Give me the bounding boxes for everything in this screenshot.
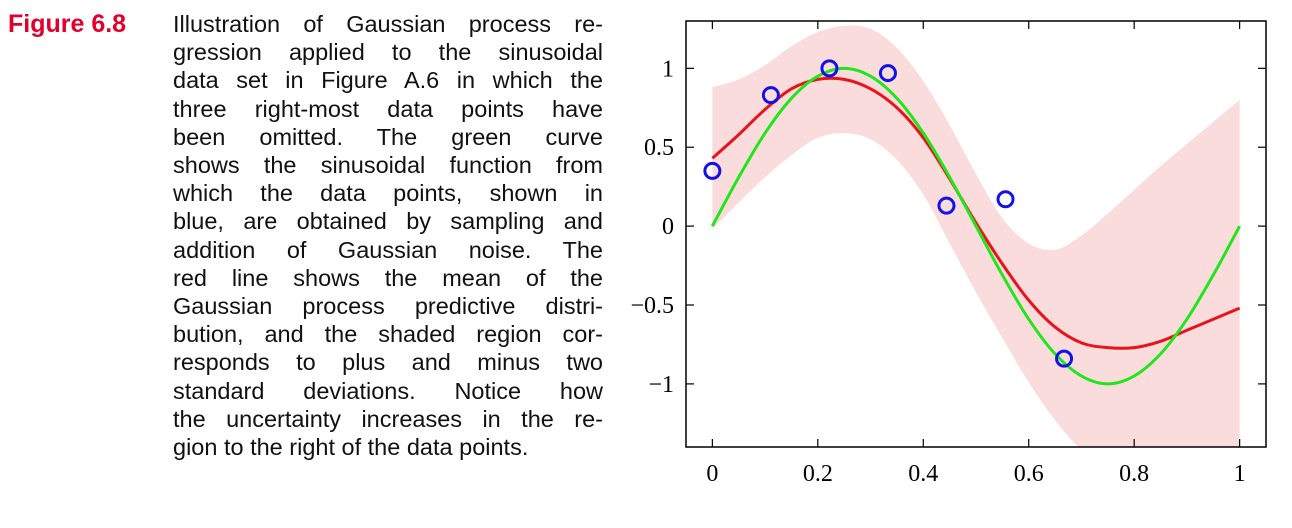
caption-line: red line shows the mean of the	[173, 264, 603, 291]
uncertainty-band	[712, 25, 1240, 447]
caption-line: data set in Figure A.6 in which the	[173, 67, 603, 94]
axes-frame	[685, 20, 1267, 448]
data-point	[937, 196, 956, 215]
caption-line: gion to the right of the data points.	[173, 434, 529, 461]
x-tick-label: 0.6	[1014, 461, 1044, 487]
x-tick-label: 1	[1234, 461, 1246, 487]
caption-line: Illustration of Gaussian process re-	[173, 11, 603, 37]
x-tick-label: 0.4	[908, 461, 938, 487]
data-point	[820, 59, 839, 78]
data-point	[878, 64, 897, 83]
gp-regression-chart: 0 0.2 0.4 0.6 0.8 1 1 0.5 0 −0.5 −1	[630, 20, 1267, 487]
caption-line: been omitted. The green curve	[173, 123, 603, 150]
caption-line: blue, are obtained by sampling and	[173, 208, 603, 235]
y-tick-label: −1	[648, 372, 674, 398]
data-point	[703, 161, 722, 180]
x-tick-label: 0.8	[1119, 461, 1149, 487]
caption-line: shows the sinusoidal function from	[173, 152, 603, 179]
y-tick-label: 0.5	[644, 135, 674, 161]
true-function-line	[711, 66, 1241, 386]
chart-container: 0 0.2 0.4 0.6 0.8 1 1 0.5 0 −0.5 −1	[612, 0, 1292, 528]
x-tick-label: 0.2	[803, 461, 833, 487]
y-tick-label: 0	[662, 214, 674, 240]
x-tick-label: 0	[706, 461, 718, 487]
data-point	[761, 86, 780, 105]
caption-line: Gaussian process predictive distri-	[173, 293, 603, 320]
data-point	[1055, 349, 1074, 368]
figure-label: Figure 6.8	[8, 10, 127, 38]
data-point	[996, 190, 1015, 209]
caption-line: bution, and the shaded region cor-	[173, 321, 603, 348]
caption-line: standard deviations. Notice how	[173, 377, 603, 404]
caption-line: the uncertainty increases in the re-	[173, 405, 603, 432]
caption-line: responds to plus and minus two	[173, 349, 603, 376]
caption-line: three right-most data points have	[173, 95, 603, 122]
axes: 0 0.2 0.4 0.6 0.8 1 1 0.5 0 −0.5 −1	[630, 20, 1267, 487]
caption-line: addition of Gaussian noise. The	[173, 236, 603, 263]
figure-caption: Illustration of Gaussian process re-gres…	[173, 10, 603, 461]
y-tick-label: −0.5	[630, 293, 674, 319]
y-tick-label: 1	[662, 56, 674, 82]
caption-line: which the data points, shown in	[173, 180, 603, 207]
plot-area	[703, 25, 1241, 447]
caption-line: gression applied to the sinusoidal	[173, 39, 603, 66]
